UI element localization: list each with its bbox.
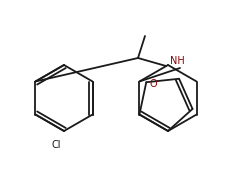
Text: NH: NH bbox=[170, 56, 185, 66]
Text: Cl: Cl bbox=[51, 140, 61, 150]
Text: O: O bbox=[150, 79, 157, 89]
